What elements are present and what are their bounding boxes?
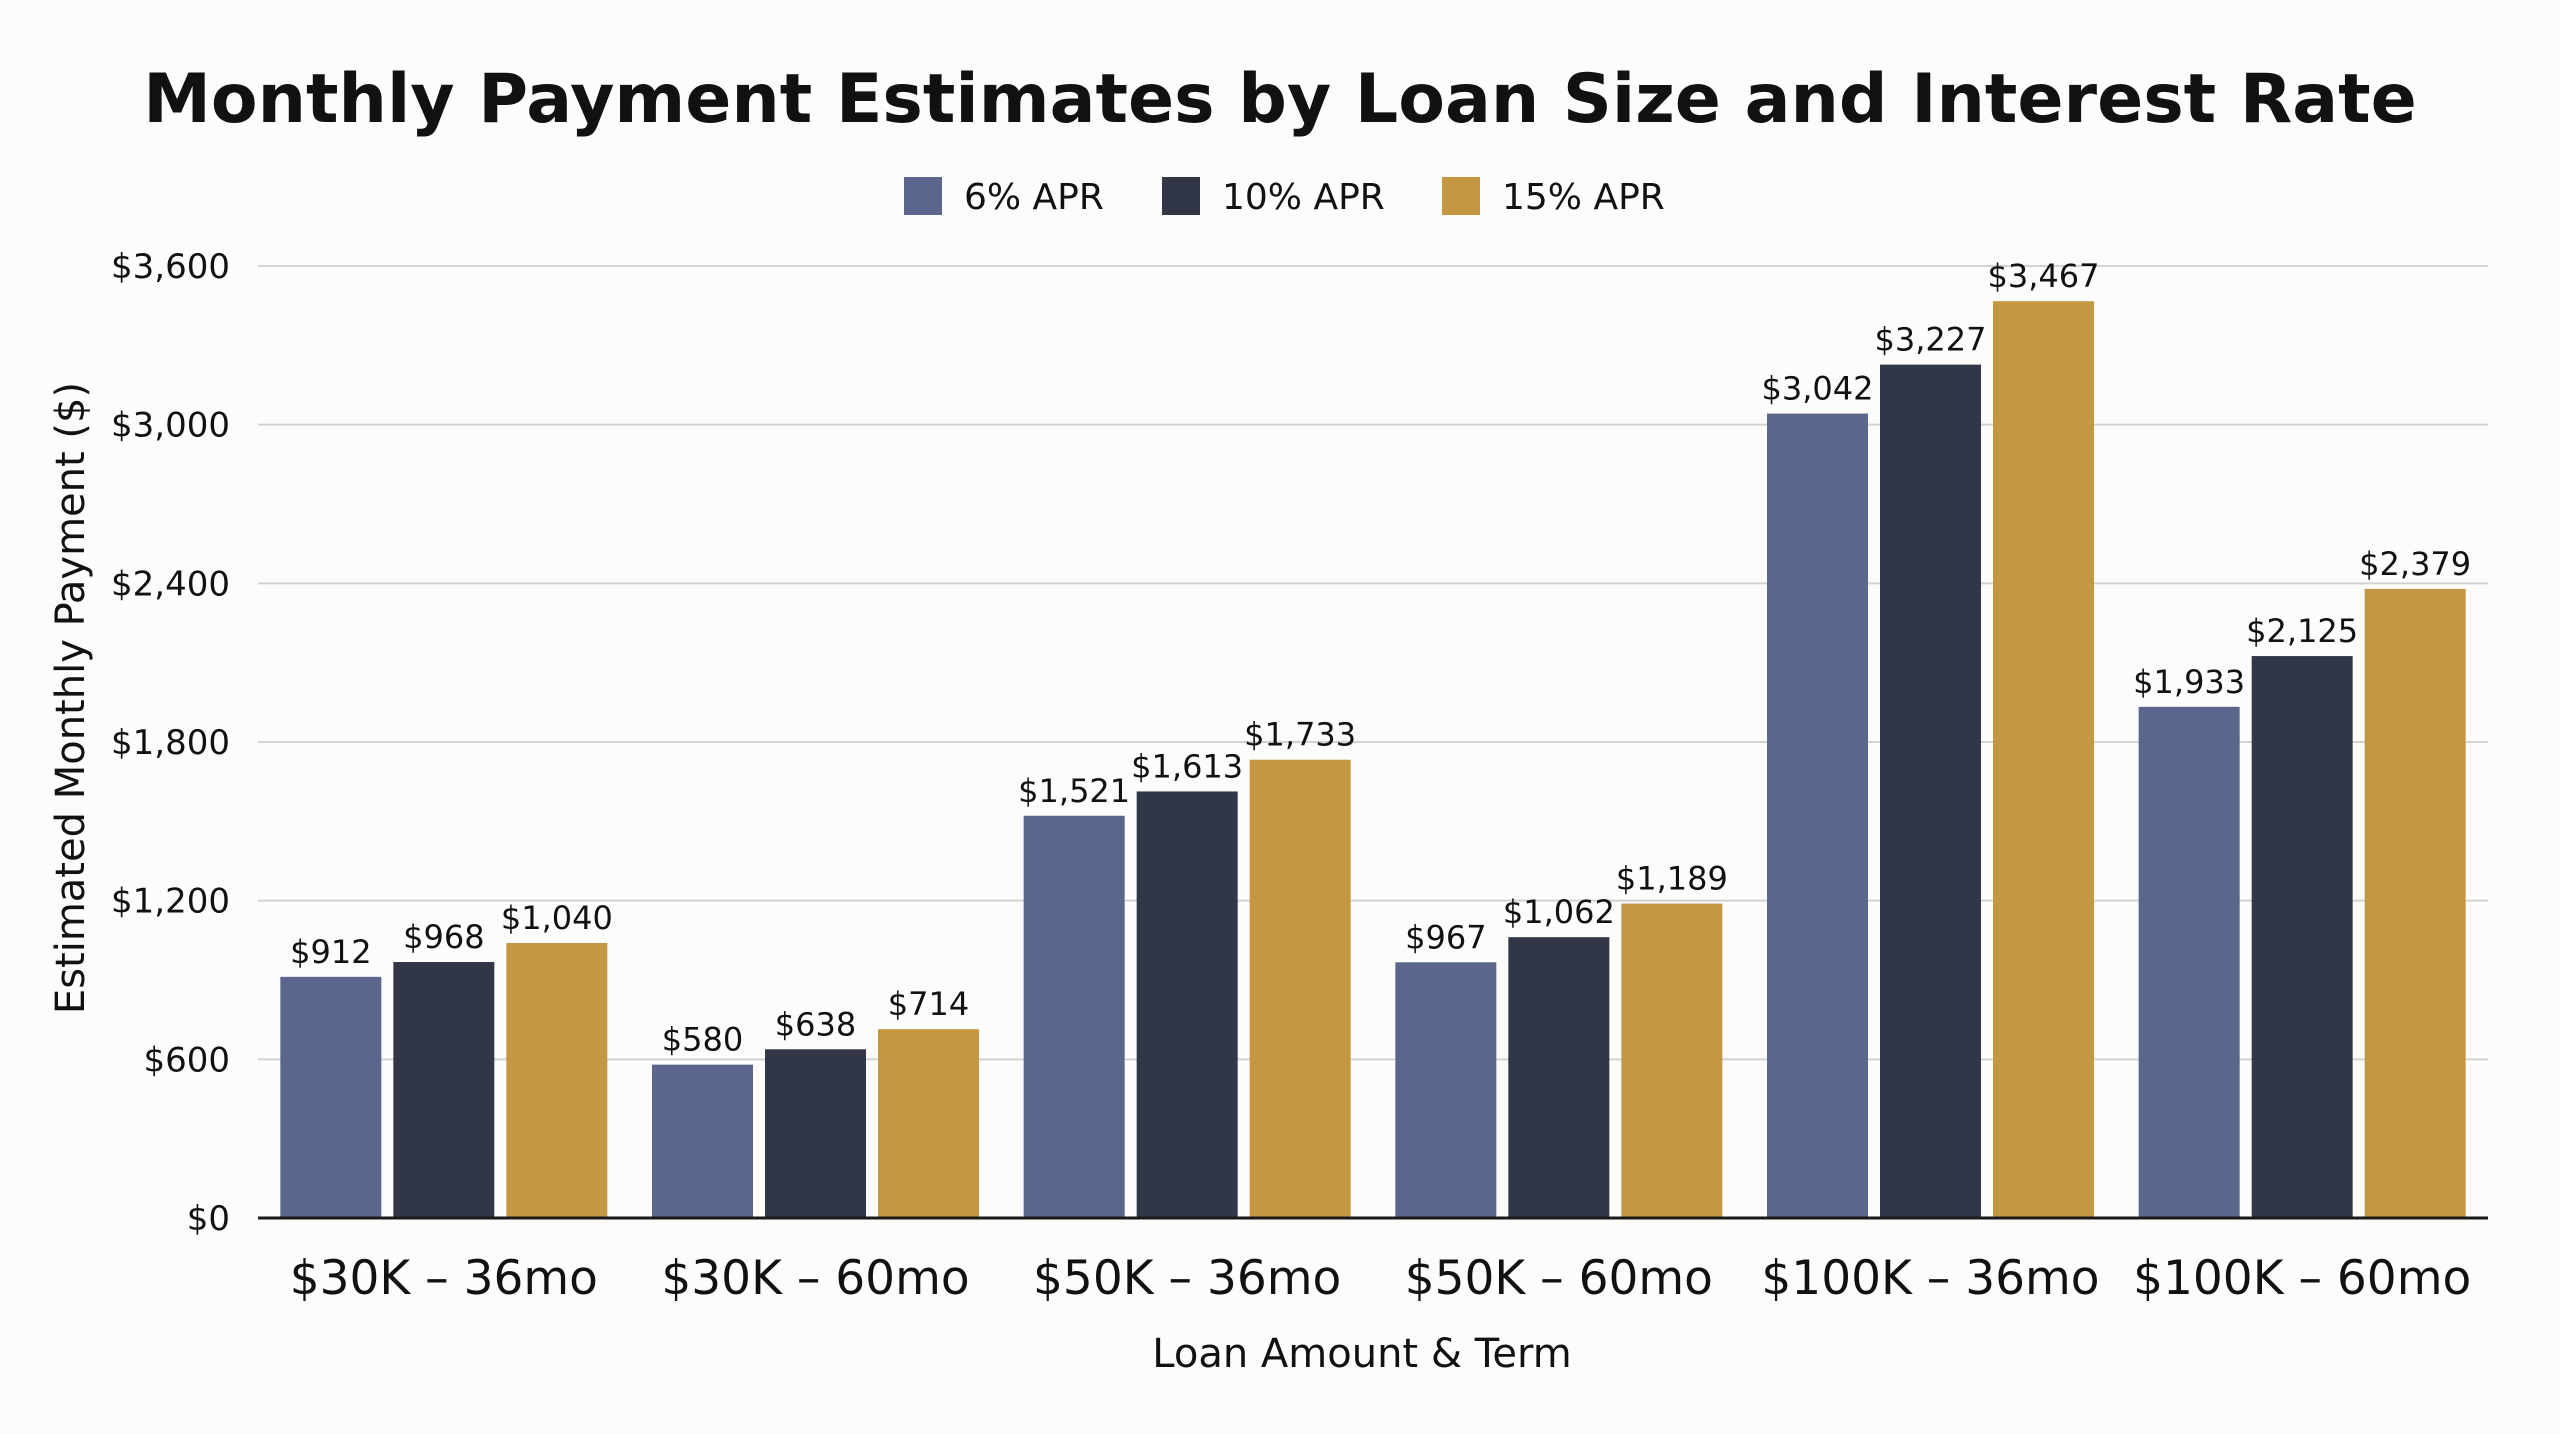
y-tick-label: $600	[143, 1040, 230, 1080]
bar-2-4	[1508, 937, 1610, 1218]
bar-value-label: $2,379	[2359, 545, 2471, 583]
bar-value-label: $638	[775, 1005, 856, 1043]
bar-value-label: $1,040	[501, 899, 613, 937]
bar-value-label: $580	[662, 1021, 743, 1059]
bars	[280, 301, 2466, 1218]
y-tick-label: $2,400	[111, 564, 230, 604]
x-axis-ticks: $30K – 36mo $30K – 60mo $50K – 36mo $50K – …	[290, 1251, 2472, 1306]
y-axis-ticks: $0 $600 $1,200 $1,800 $2,400 $3,000 $3,600	[111, 247, 230, 1239]
y-tick-label: $3,600	[111, 247, 230, 287]
bar-2-1	[393, 962, 495, 1218]
bar-2-6	[2251, 656, 2353, 1218]
bar-value-label: $3,042	[1762, 370, 1874, 408]
bar-2-5	[1880, 364, 1981, 1218]
x-tick-label: $30K – 60mo	[661, 1251, 969, 1306]
bar-value-label: $1,933	[2133, 663, 2245, 701]
x-tick-label: $50K – 60mo	[1405, 1251, 1713, 1306]
bar-1-5	[1767, 413, 1868, 1218]
gridlines	[258, 265, 2488, 1061]
bar-value-label: $3,227	[1875, 321, 1987, 359]
y-tick-label: $3,000	[111, 406, 230, 446]
bar-value-label: $967	[1405, 918, 1486, 956]
bar-3-2	[878, 1029, 979, 1218]
x-tick-label: $100K – 60mo	[2133, 1251, 2471, 1306]
bar-value-label: $1,733	[1244, 716, 1356, 754]
bar-3-5	[1993, 301, 2094, 1218]
bar-value-label: $1,189	[1616, 860, 1728, 898]
legend: 6% APR 10% APR 15% APR	[904, 177, 1665, 218]
bar-value-label: $968	[403, 918, 484, 956]
y-tick-label: $1,800	[111, 723, 230, 763]
x-tick-label: $30K – 36mo	[290, 1251, 598, 1306]
x-tick-label: $50K – 36mo	[1033, 1251, 1341, 1306]
bar-1-3	[1023, 815, 1125, 1218]
legend-item-label: 6% APR	[964, 177, 1104, 218]
bar-value-label: $1,062	[1503, 893, 1615, 931]
bar-value-label: $3,467	[1988, 257, 2100, 295]
bar-1-2	[652, 1064, 753, 1218]
y-tick-label: $1,200	[111, 882, 230, 922]
bar-1-1	[280, 976, 382, 1218]
bar-3-1	[506, 942, 608, 1218]
legend-swatch	[1442, 177, 1480, 215]
bar-value-labels: $912 $968$1,040$580 $638$714$1,521$1,613$1…	[290, 257, 2471, 1058]
bar-value-label: $1,521	[1018, 772, 1130, 810]
legend-swatch	[1162, 177, 1200, 215]
x-axis-label: Loan Amount & Term	[1152, 1331, 1571, 1377]
bar-1-4	[1395, 962, 1497, 1218]
y-tick-label: $0	[187, 1199, 230, 1239]
legend-item-label: 15% APR	[1502, 177, 1665, 218]
bar-2-3	[1136, 791, 1238, 1218]
bar-1-6	[2138, 706, 2240, 1218]
legend-swatch	[904, 177, 942, 215]
bar-3-3	[1249, 759, 1351, 1218]
bar-value-label: $1,613	[1131, 747, 1243, 785]
chart-title: Monthly Payment Estimates by Loan Size a…	[143, 60, 2416, 139]
bar-3-4	[1621, 903, 1723, 1218]
bar-value-label: $912	[290, 933, 371, 971]
bar-value-label: $2,125	[2246, 612, 2358, 650]
bar-value-label: $714	[888, 985, 969, 1023]
x-tick-label: $100K – 36mo	[1761, 1251, 2099, 1306]
y-axis-label: Estimated Monthly Payment ($)	[48, 382, 94, 1014]
bar-3-6	[2364, 588, 2466, 1218]
legend-item-label: 10% APR	[1222, 177, 1385, 218]
bar-2-2	[765, 1049, 866, 1218]
